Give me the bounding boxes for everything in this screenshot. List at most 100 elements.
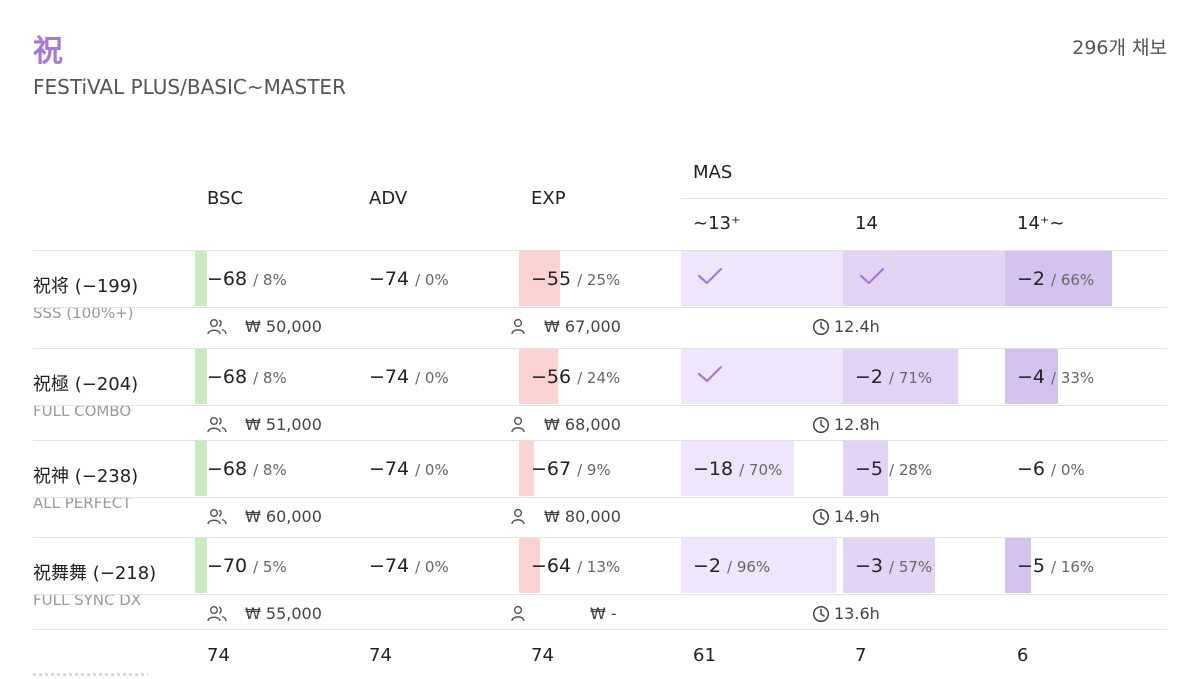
play-time: 12.8h [812,415,880,434]
cell-mas2: −5 / 28% [843,440,1005,496]
cell-value: −56 [531,366,572,388]
row-name: 祝将 (−199) [33,276,139,297]
cell-value: −68 [207,458,248,480]
cell-value: −2 [855,366,884,388]
cell-mas3: −6 / 0% [1005,440,1167,496]
header-mas-sub3: 14⁺~ [1017,213,1065,234]
cell-mas3: −4 / 33% [1005,348,1167,404]
person-icon [510,508,544,526]
progress-bar [1005,537,1031,593]
cell-percent: / 70% [739,461,783,479]
progress-bar [519,250,560,306]
progress-bar [681,537,837,593]
progress-bar [195,440,207,496]
cell-adv: −74 / 0% [357,537,519,593]
cell-percent: / 8% [253,271,287,289]
row-divider [33,497,1167,498]
page-title: 祝 [33,34,63,69]
cell-mas2 [843,250,1005,306]
cell-percent: / 8% [253,369,287,387]
header-bsc: BSC [207,188,244,209]
clock-icon [812,508,834,526]
check-icon [697,364,723,388]
totals-divider [33,629,1167,630]
people-icon [207,605,245,623]
truncated-row-fragment [33,673,148,676]
cell-percent: / 0% [1051,461,1085,479]
price-text: ₩ 51,000 [245,415,322,434]
total-adv: 74 [369,645,392,666]
header-mas-sub1: ~13⁺ [693,213,741,234]
cell-mas1 [681,348,843,404]
people-icon [207,416,245,434]
progress-bar [843,348,958,404]
header-mas: MAS [693,162,733,183]
price-text: ₩ 80,000 [544,507,621,526]
row-subtitle: ALL PERFECT [33,494,132,512]
cell-exp: −56 / 24% [519,348,681,404]
progress-bar [681,348,843,404]
cell-percent: / 9% [577,461,611,479]
row-name: 祝舞舞 (−218) [33,563,157,584]
row-divider [33,250,1167,251]
cell-bsc: −70 / 5% [195,537,357,593]
clock-icon [812,605,834,623]
total-exp: 74 [531,645,554,666]
cell-adv: −74 / 0% [357,250,519,306]
play-time: 12.4h [812,317,880,336]
cell-value: −68 [207,268,248,290]
price-text: ₩ 67,000 [544,317,621,336]
cell-percent: / 57% [889,558,933,576]
exp-price: ₩ - [510,604,617,623]
row-subtitle: SSS (100%+) [33,304,134,322]
row-divider [33,348,1167,349]
total-bsc: 74 [207,645,230,666]
progress-bar [519,348,558,404]
person-icon [510,318,544,336]
person-icon [510,605,544,623]
cell-percent: / 0% [415,558,449,576]
cell-percent: / 25% [577,271,621,289]
cell-percent: / 0% [415,271,449,289]
cell-mas2: −3 / 57% [843,537,1005,593]
progress-bar [519,440,534,496]
progress-bar [681,440,794,496]
cell-mas2: −2 / 71% [843,348,1005,404]
cell-value: −74 [369,458,410,480]
cell-mas1 [681,250,843,306]
row-name: 祝神 (−238) [33,466,139,487]
exp-price: ₩ 80,000 [510,507,621,526]
check-icon [697,266,723,290]
cell-value: −2 [1017,268,1046,290]
header-mas-sub2: 14 [855,213,878,234]
cell-value: −74 [369,555,410,577]
mas-header-divider [681,198,1167,199]
people-icon [207,508,245,526]
row-divider [33,537,1167,538]
play-time: 14.9h [812,507,880,526]
row-name: 祝極 (−204) [33,374,139,395]
person-icon [510,416,544,434]
cell-percent: / 24% [577,369,621,387]
page-subtitle: FESTiVAL PLUS/BASIC~MASTER [33,75,346,99]
cell-percent: / 0% [415,461,449,479]
total-mas3: 6 [1017,645,1029,666]
cell-mas1: −2 / 96% [681,537,843,593]
progress-bar [843,440,888,496]
cell-bsc: −68 / 8% [195,250,357,306]
people-icon [207,318,245,336]
cell-value: −74 [369,366,410,388]
cell-value: −6 [1017,458,1046,480]
cell-percent: / 33% [1051,369,1095,387]
price-text: ₩ 60,000 [245,507,322,526]
cell-percent: / 8% [253,461,287,479]
cell-percent: / 96% [727,558,771,576]
cell-exp: −55 / 25% [519,250,681,306]
cell-mas1: −18 / 70% [681,440,843,496]
progress-bar [843,250,1005,306]
exp-price: ₩ 67,000 [510,317,621,336]
clock-icon [812,318,834,336]
row-divider [33,405,1167,406]
cell-percent: / 28% [889,461,933,479]
cell-percent: / 71% [889,369,933,387]
